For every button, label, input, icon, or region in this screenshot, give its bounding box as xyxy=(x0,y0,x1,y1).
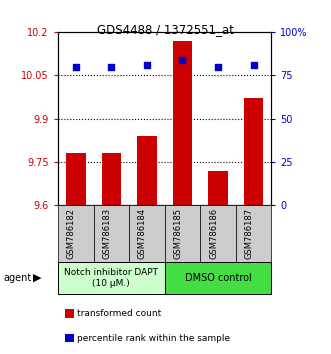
Bar xyxy=(208,171,228,205)
Text: Notch inhibitor DAPT
(10 μM.): Notch inhibitor DAPT (10 μM.) xyxy=(64,268,158,287)
Text: agent: agent xyxy=(3,273,31,283)
Point xyxy=(180,57,185,62)
Point xyxy=(251,62,256,68)
Point xyxy=(109,64,114,69)
Text: GSM786183: GSM786183 xyxy=(102,208,111,259)
Text: GSM786186: GSM786186 xyxy=(209,208,218,259)
Text: GDS4488 / 1372551_at: GDS4488 / 1372551_at xyxy=(97,23,234,36)
Bar xyxy=(66,153,85,205)
Bar xyxy=(137,136,157,205)
Bar xyxy=(173,41,192,205)
Bar xyxy=(244,98,263,205)
Point xyxy=(215,64,221,69)
Text: percentile rank within the sample: percentile rank within the sample xyxy=(77,333,230,343)
Text: GSM786182: GSM786182 xyxy=(67,208,76,259)
Text: transformed count: transformed count xyxy=(77,309,162,318)
Bar xyxy=(102,153,121,205)
Text: ▶: ▶ xyxy=(33,273,42,283)
Text: GSM786185: GSM786185 xyxy=(173,208,182,259)
Text: GSM786184: GSM786184 xyxy=(138,208,147,259)
Point xyxy=(73,64,78,69)
Point xyxy=(144,62,150,68)
Text: DMSO control: DMSO control xyxy=(185,273,252,283)
Text: GSM786187: GSM786187 xyxy=(245,208,254,259)
